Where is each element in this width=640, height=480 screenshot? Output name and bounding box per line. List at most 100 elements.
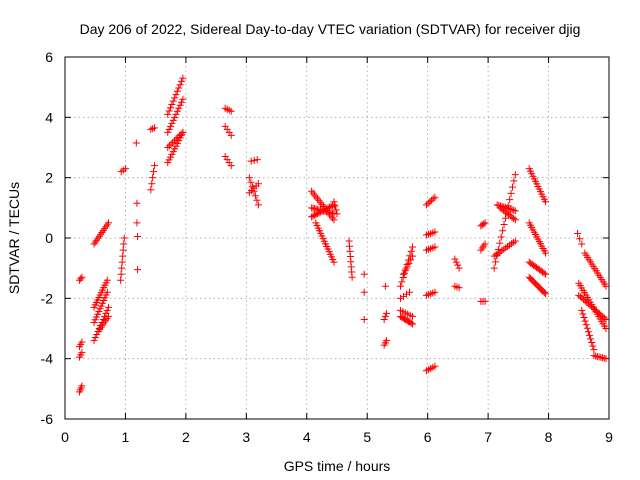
y-tick-label: -6 — [41, 411, 54, 427]
data-point — [508, 183, 516, 191]
chart-title: Day 206 of 2022, Sidereal Day-to-day VTE… — [80, 21, 581, 37]
data-point — [174, 133, 182, 141]
data-point — [120, 240, 128, 248]
data-point — [511, 216, 519, 224]
data-point — [511, 207, 519, 215]
x-tick-label: 1 — [122, 429, 130, 445]
data-point — [312, 193, 320, 201]
data-point — [105, 303, 113, 311]
data-point — [165, 125, 173, 133]
data-point — [396, 282, 404, 290]
data-point — [506, 205, 514, 213]
data-point — [409, 252, 417, 260]
data-point — [168, 100, 176, 108]
x-tick-label: 9 — [605, 429, 613, 445]
data-point — [167, 122, 175, 130]
data-point — [574, 229, 582, 237]
y-tick-label: 6 — [45, 49, 53, 65]
data-point — [150, 162, 158, 170]
data-point — [580, 296, 588, 304]
data-point — [452, 258, 460, 266]
data-point — [454, 261, 462, 269]
data-point — [118, 258, 126, 266]
data-point — [327, 202, 335, 210]
data-point — [167, 140, 175, 148]
data-point — [175, 84, 183, 92]
data-point — [77, 275, 85, 283]
data-point — [121, 165, 129, 173]
data-point — [422, 201, 430, 209]
data-point — [600, 314, 608, 322]
data-point — [103, 276, 111, 284]
data-point — [431, 362, 439, 370]
data-point — [542, 270, 550, 278]
data-point — [133, 219, 141, 227]
data-point — [253, 156, 261, 164]
data-point — [576, 235, 584, 243]
data-point — [405, 259, 413, 267]
data-point — [589, 342, 597, 350]
data-point — [133, 199, 141, 207]
data-point — [407, 256, 415, 264]
data-point — [177, 98, 185, 106]
data-point — [590, 346, 598, 354]
data-point — [309, 189, 317, 197]
data-point — [510, 177, 518, 185]
data-point — [331, 202, 339, 210]
data-point — [542, 249, 550, 257]
data-point — [176, 101, 184, 109]
data-point — [177, 77, 185, 85]
data-point — [308, 187, 316, 195]
data-point — [582, 321, 590, 329]
data-point — [496, 239, 504, 247]
data-point — [78, 273, 86, 281]
data-point — [78, 349, 86, 357]
data-point — [481, 219, 489, 227]
data-point — [431, 243, 439, 251]
data-point — [383, 337, 391, 345]
data-point — [407, 247, 415, 255]
data-point — [481, 240, 489, 248]
data-point — [455, 284, 463, 292]
data-point — [594, 308, 602, 316]
data-point — [317, 199, 325, 207]
plot-frame — [64, 56, 610, 420]
data-point — [490, 264, 498, 272]
data-point — [597, 311, 605, 319]
data-point — [247, 178, 255, 186]
data-point — [147, 125, 155, 133]
data-point — [120, 234, 128, 242]
data-point — [499, 227, 507, 235]
data-points — [76, 74, 610, 396]
data-point — [311, 211, 319, 219]
data-point — [227, 131, 235, 139]
data-point — [175, 104, 183, 112]
data-point — [173, 87, 181, 95]
data-point — [134, 266, 142, 274]
data-point — [147, 186, 155, 194]
data-point — [172, 135, 180, 143]
y-tick-label: -2 — [41, 290, 54, 306]
data-point — [381, 312, 389, 320]
data-point — [330, 258, 338, 266]
y-axis-label: SDTVAR / TECUs — [6, 182, 22, 294]
data-point — [508, 206, 516, 214]
data-point — [360, 288, 368, 296]
data-point — [401, 267, 409, 275]
data-point — [117, 270, 125, 278]
data-point — [173, 107, 181, 115]
data-point — [172, 110, 180, 118]
grid — [65, 57, 609, 419]
data-point — [254, 180, 262, 188]
data-point — [383, 309, 391, 317]
data-point — [596, 310, 604, 318]
data-point — [176, 132, 184, 140]
data-point — [119, 246, 127, 254]
data-point — [580, 314, 588, 322]
data-point — [247, 157, 255, 165]
data-point — [409, 320, 417, 328]
data-point — [511, 237, 519, 245]
x-tick-labels: 0 1 2 3 4 5 6 7 8 9 — [61, 429, 613, 445]
data-point — [315, 197, 323, 205]
